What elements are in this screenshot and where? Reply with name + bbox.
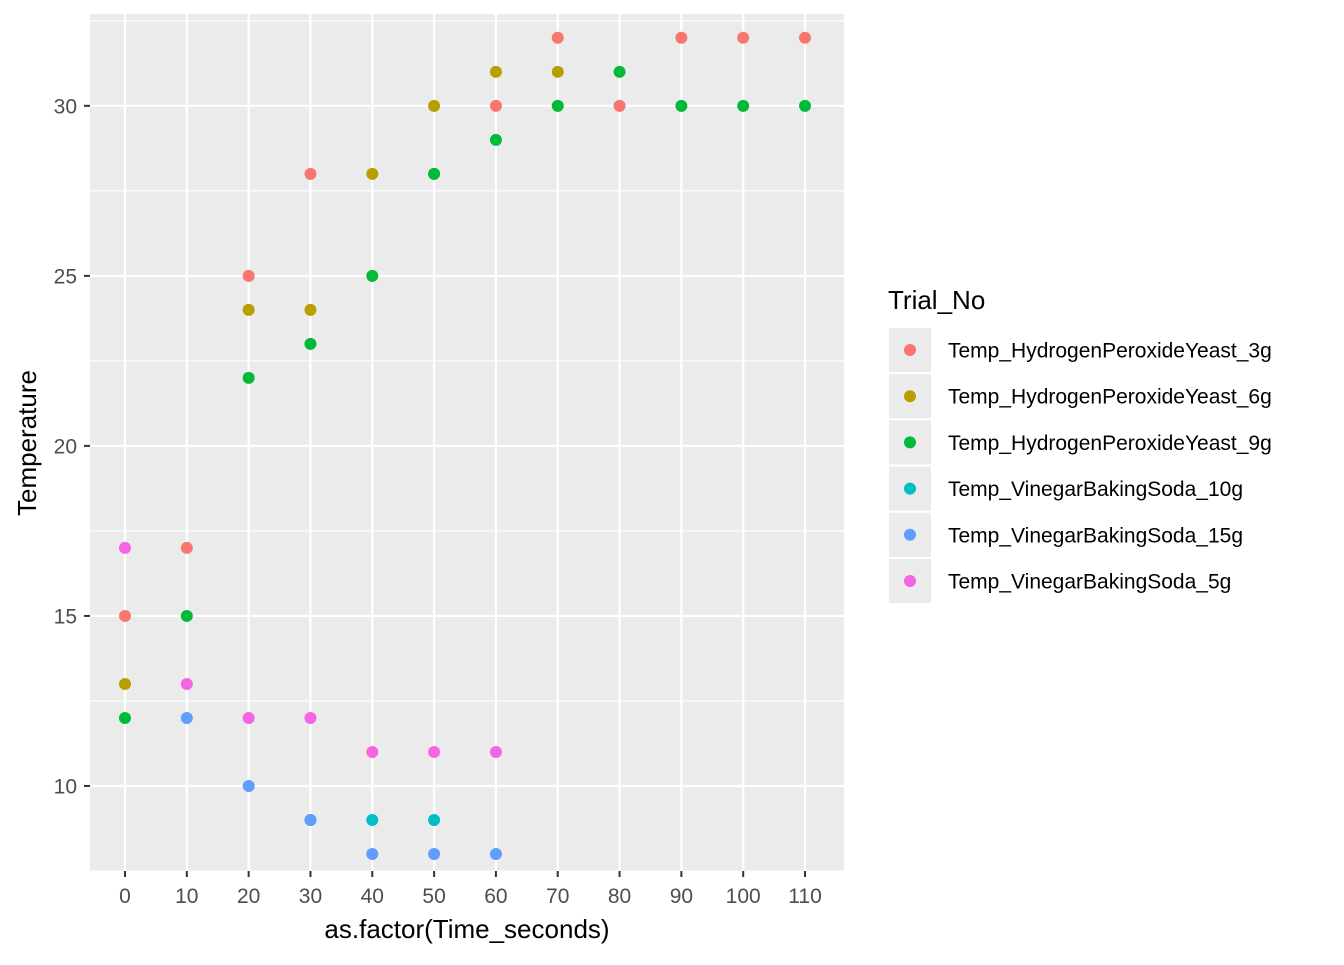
legend-label: Temp_HydrogenPeroxideYeast_6g (948, 386, 1272, 409)
data-point (242, 779, 255, 792)
y-tick-label: 20 (54, 435, 77, 458)
data-point (551, 99, 564, 112)
data-point (799, 31, 812, 44)
x-tick-label: 30 (299, 885, 322, 908)
legend-title: Trial_No (888, 285, 985, 315)
legend-swatch (904, 390, 916, 403)
data-point (489, 745, 502, 758)
data-point (428, 813, 441, 826)
data-point (799, 99, 812, 112)
data-point (366, 813, 379, 826)
data-point (304, 813, 317, 826)
x-tick-label: 40 (361, 885, 384, 908)
y-tick-label: 25 (54, 265, 77, 288)
data-point (675, 31, 688, 44)
x-axis: 0 10 20 30 40 50 60 70 80 90 100 110 (119, 871, 822, 908)
data-point (737, 31, 750, 44)
minor-gridlines (90, 20, 844, 872)
legend-label: Temp_VinegarBakingSoda_5g (948, 571, 1231, 594)
data-point (119, 541, 131, 554)
x-tick-label: 80 (608, 885, 631, 908)
legend-label: Temp_VinegarBakingSoda_10g (948, 478, 1243, 501)
legend-items: Temp_HydrogenPeroxideYeast_3g Temp_Hydrog… (889, 328, 1272, 603)
legend-label: Temp_HydrogenPeroxideYeast_9g (948, 432, 1272, 455)
data-point (304, 711, 317, 724)
data-point (675, 99, 688, 112)
x-tick-label: 110 (788, 885, 821, 908)
x-tick-label: 0 (119, 885, 131, 908)
y-axis-label: Temperature (12, 370, 42, 516)
x-axis-label: as.factor(Time_seconds) (324, 914, 609, 944)
data-point (366, 847, 379, 860)
data-point (613, 99, 626, 112)
data-point (737, 99, 750, 112)
legend-swatch (904, 482, 916, 495)
data-point (366, 167, 379, 180)
y-tick-label: 15 (54, 605, 77, 628)
x-tick-label: 70 (546, 885, 569, 908)
data-point (304, 303, 317, 316)
legend: Trial_No Temp_HydrogenPeroxideYeast_3gTe… (888, 285, 1272, 603)
y-axis: 10 15 20 25 30 (54, 95, 90, 798)
legend-swatch (904, 436, 916, 449)
data-point (551, 65, 564, 78)
data-point (119, 609, 131, 622)
data-point (242, 371, 255, 384)
legend-swatch (904, 528, 916, 541)
data-point (119, 711, 131, 724)
legend-label: Temp_HydrogenPeroxideYeast_3g (948, 340, 1272, 363)
x-tick-label: 50 (422, 885, 445, 908)
x-tick-label: 20 (237, 885, 260, 908)
data-point (304, 337, 317, 350)
data-point (428, 99, 441, 112)
data-point (428, 847, 441, 860)
data-point (551, 31, 564, 44)
data-point (489, 99, 502, 112)
legend-swatch (904, 575, 916, 587)
y-tick-label: 10 (54, 775, 77, 798)
panel-background (90, 14, 844, 871)
y-tick-label: 30 (54, 95, 77, 118)
data-points (119, 31, 812, 860)
data-point (613, 65, 626, 78)
x-tick-label: 60 (484, 885, 507, 908)
data-point (489, 847, 502, 860)
x-tick-label: 100 (726, 885, 761, 908)
data-point (180, 541, 193, 554)
data-point (242, 269, 255, 282)
data-point (119, 677, 131, 690)
data-point (366, 269, 379, 282)
data-point (242, 303, 255, 316)
data-point (489, 65, 502, 78)
data-point (366, 745, 379, 758)
x-tick-label: 90 (670, 885, 693, 908)
major-gridlines (90, 14, 844, 871)
legend-label: Temp_VinegarBakingSoda_15g (948, 524, 1243, 547)
legend-swatch (904, 344, 916, 356)
data-point (489, 133, 502, 146)
data-point (180, 711, 193, 724)
data-point (180, 609, 193, 622)
data-point (304, 167, 317, 180)
x-tick-label: 10 (175, 885, 198, 908)
data-point (242, 711, 255, 724)
data-point (180, 677, 193, 690)
data-point (428, 167, 441, 180)
data-point (428, 745, 441, 758)
